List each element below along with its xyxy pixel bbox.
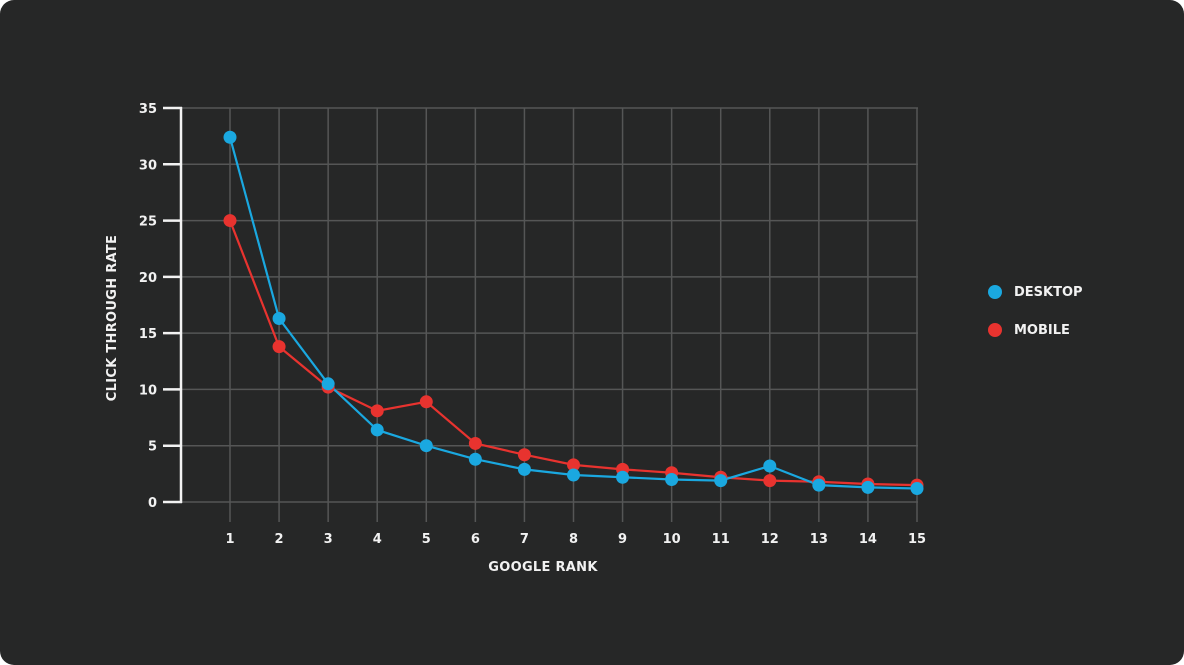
- legend-item-desktop: DESKTOP: [988, 282, 1083, 302]
- desktop-point: [567, 468, 580, 482]
- mobile-point: [763, 474, 777, 488]
- desktop-point: [665, 472, 679, 486]
- desktop-point: [812, 478, 826, 492]
- x-tick-label: 7: [520, 532, 529, 547]
- x-tick-label: 13: [810, 532, 828, 547]
- mobile-point: [567, 458, 580, 472]
- x-axis-label: GOOGLE RANK: [488, 560, 598, 575]
- desktop-point: [370, 423, 384, 437]
- x-tick-label: 5: [422, 532, 431, 547]
- mobile-point: [468, 436, 482, 450]
- desktop-point: [272, 312, 286, 326]
- y-tick-label: 5: [148, 440, 157, 455]
- desktop-point: [468, 452, 482, 466]
- desktop-point: [616, 470, 630, 484]
- x-tick-label: 11: [712, 532, 730, 547]
- x-tick-label: 2: [275, 532, 284, 547]
- desktop-point: [861, 480, 875, 494]
- legend-label: DESKTOP: [1014, 284, 1083, 300]
- desktop-point: [321, 377, 335, 391]
- y-axis-label: CLICK THROUGH RATE: [105, 235, 120, 401]
- mobile-point: [272, 340, 286, 354]
- x-tick-label: 9: [618, 532, 627, 547]
- desktop-point: [517, 462, 531, 476]
- legend-label: MOBILE: [1014, 322, 1070, 338]
- y-tick-label: 35: [139, 102, 157, 117]
- y-tick-label: 30: [139, 158, 157, 173]
- x-tick-label: 8: [569, 532, 578, 547]
- y-tick-label: 10: [139, 383, 157, 398]
- legend: DESKTOP MOBILE: [988, 282, 1083, 358]
- x-tick-label: 15: [908, 532, 926, 547]
- x-tick-label: 3: [324, 532, 333, 547]
- x-tick-label: 6: [471, 532, 480, 547]
- y-tick-label: 25: [139, 215, 157, 230]
- mobile-point: [517, 448, 531, 462]
- desktop-point: [714, 474, 728, 488]
- desktop-point: [419, 439, 433, 453]
- y-tick-label: 15: [139, 327, 157, 342]
- mobile-point: [370, 404, 384, 418]
- mobile-point: [419, 395, 433, 409]
- x-tick-label: 1: [225, 532, 234, 547]
- desktop-point: [763, 459, 777, 473]
- x-tick-label: 14: [859, 532, 877, 547]
- legend-item-mobile: MOBILE: [988, 320, 1083, 340]
- y-tick-label: 20: [139, 271, 157, 286]
- x-tick-label: 12: [761, 532, 779, 547]
- desktop-point: [223, 130, 237, 144]
- x-tick-label: 10: [663, 532, 681, 547]
- mobile-dot-icon: [988, 323, 1002, 337]
- y-tick-label: 0: [148, 496, 157, 511]
- x-tick-label: 4: [373, 532, 382, 547]
- desktop-dot-icon: [988, 285, 1002, 299]
- desktop-point: [910, 481, 924, 495]
- mobile-point: [223, 214, 237, 228]
